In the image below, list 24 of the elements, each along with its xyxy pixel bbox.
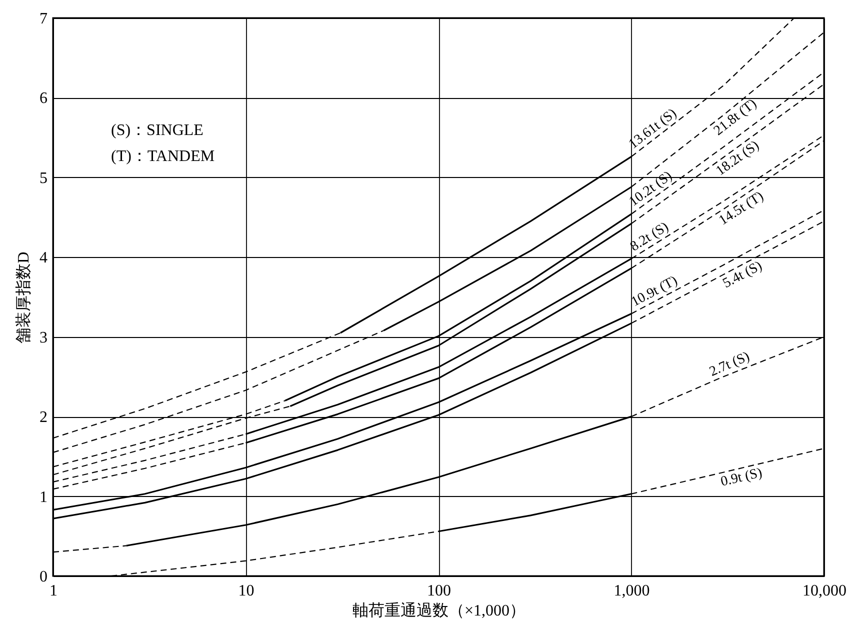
text: 18.2t (S) xyxy=(714,138,762,180)
y-tick-label: 3 xyxy=(40,329,48,346)
annotation: (S)：SINGLE xyxy=(111,122,204,139)
x-tick-label: 100 xyxy=(427,582,451,600)
x-tick-label: 1,000 xyxy=(614,582,650,600)
text: 21.8t (T) xyxy=(711,96,760,139)
y-tick-label: 7 xyxy=(40,10,48,28)
y-tick-label: 0 xyxy=(40,568,48,586)
y-tick-label: 2 xyxy=(40,409,48,426)
text: 10.9t (T) xyxy=(629,273,680,310)
y-tick-label: 4 xyxy=(40,250,48,267)
text: 0.9t (S) xyxy=(719,466,764,490)
y-axis-title: 舗装厚指数D xyxy=(14,252,32,344)
text: 2.7t (S) xyxy=(707,349,752,380)
x-axis-title: 軸荷重通過数（×1,000） xyxy=(352,602,526,620)
y-tick-label: 6 xyxy=(40,90,48,108)
text: 5.4t (S) xyxy=(720,258,766,292)
x-tick-label: 10,000 xyxy=(802,582,846,600)
text: 14.5t (T) xyxy=(716,188,767,229)
x-tick-label: 10 xyxy=(238,582,254,600)
y-tick-label: 1 xyxy=(40,488,48,506)
annotation: (T)：TANDEM xyxy=(111,148,215,165)
y-tick-label: 5 xyxy=(40,170,48,187)
text: 8.2t (S) xyxy=(628,220,672,255)
